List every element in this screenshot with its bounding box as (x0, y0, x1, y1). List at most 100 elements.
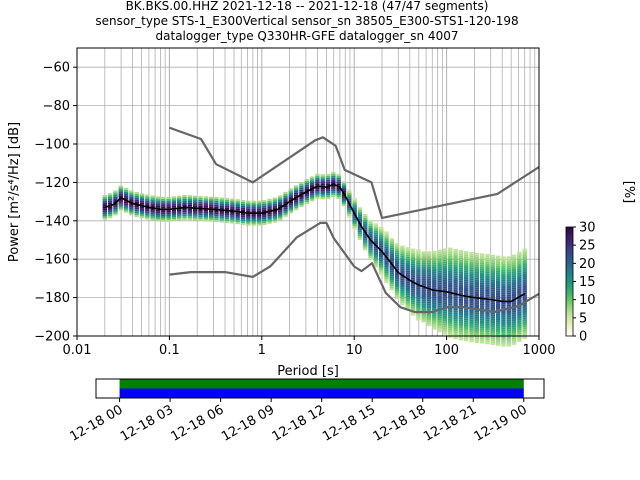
density-cell (453, 310, 458, 313)
density-cell (198, 199, 203, 202)
density-cell (474, 314, 480, 317)
density-cell (506, 313, 511, 316)
density-cell (400, 262, 405, 265)
density-cell (442, 250, 448, 253)
noise-models (169, 126, 540, 314)
density-cell (432, 281, 437, 284)
density-cell (485, 257, 490, 260)
density-cell (448, 335, 453, 338)
density-cell (341, 202, 347, 205)
density-cell (464, 320, 469, 323)
density-cell (230, 204, 235, 207)
density-cell (389, 276, 395, 279)
density-cell (102, 204, 108, 207)
density-cell (485, 267, 490, 270)
density-cell (501, 258, 506, 261)
density-cell (432, 306, 437, 309)
density-cell (506, 296, 511, 299)
density-cell (373, 238, 379, 241)
density-cell (278, 199, 283, 202)
density-cell (448, 268, 453, 271)
density-cell (432, 304, 437, 307)
density-cell (464, 297, 469, 300)
density-cell (299, 205, 304, 208)
density-cell (400, 301, 405, 304)
density-cell (442, 309, 448, 312)
density-cell (506, 287, 511, 289)
density-cell (506, 271, 511, 274)
density-cell (490, 256, 495, 259)
density-cell (464, 254, 469, 257)
density-cell (495, 294, 501, 296)
density-cell (453, 321, 458, 324)
density-cell (368, 235, 373, 238)
density-cell (394, 250, 400, 253)
density-cell (511, 331, 517, 334)
density-cell (256, 219, 262, 222)
density-cell (198, 203, 203, 206)
density-cell (288, 188, 294, 191)
density-cell (123, 191, 129, 194)
density-cell (368, 229, 373, 232)
density-cell (421, 289, 426, 292)
y-tick-label: −120 (34, 176, 70, 191)
density-cell (426, 262, 432, 265)
density-cell (288, 209, 294, 212)
density-cell (479, 318, 485, 321)
density-cell (517, 259, 522, 262)
density-cell (464, 316, 469, 319)
density-cell (378, 228, 384, 231)
density-cell (373, 261, 379, 264)
density-cell (464, 266, 469, 269)
x-axis-label: Period [s] (277, 364, 339, 379)
density-cell (437, 270, 442, 273)
density-cell (474, 302, 480, 305)
density-cell (448, 247, 453, 250)
density-cell (421, 264, 426, 267)
density-cell (416, 291, 421, 294)
density-cell (299, 199, 304, 202)
density-cell (474, 329, 480, 332)
density-cell (453, 287, 458, 290)
density-cell (378, 268, 384, 271)
density-cell (474, 258, 480, 261)
density-cell (495, 257, 501, 260)
density-cell (448, 310, 453, 313)
density-cell (166, 219, 171, 222)
density-cell (378, 257, 384, 260)
density-cell (315, 194, 320, 197)
density-cell (129, 198, 134, 201)
density-cell (506, 325, 511, 328)
density-cell (485, 300, 490, 303)
density-cell (426, 295, 432, 298)
density-cell (378, 272, 384, 275)
density-cell (113, 209, 118, 212)
density-cell (511, 285, 517, 288)
density-cell (464, 260, 469, 263)
density-cell (134, 197, 139, 200)
density-cell (506, 292, 511, 295)
colorbar-segment (566, 290, 573, 293)
density-cell (378, 232, 384, 235)
y-tick-label: −80 (43, 99, 70, 114)
density-cell (501, 277, 506, 280)
density-cell (256, 214, 262, 216)
density-cell (469, 255, 474, 258)
density-cell (400, 293, 405, 296)
density-cell (389, 286, 395, 289)
density-cell (479, 324, 485, 327)
density-cell (479, 266, 485, 269)
density-cell (410, 252, 416, 255)
density-cell (453, 268, 458, 270)
density-cell (219, 207, 224, 210)
density-cell (394, 247, 400, 250)
density-cell (150, 203, 155, 206)
density-cell (214, 218, 219, 221)
density-cell (235, 201, 240, 204)
density-cell (113, 213, 118, 216)
density-cell (155, 196, 161, 199)
density-cell (118, 200, 123, 203)
density-cell (506, 290, 511, 293)
density-cell (341, 190, 347, 193)
density-cell (107, 200, 113, 203)
